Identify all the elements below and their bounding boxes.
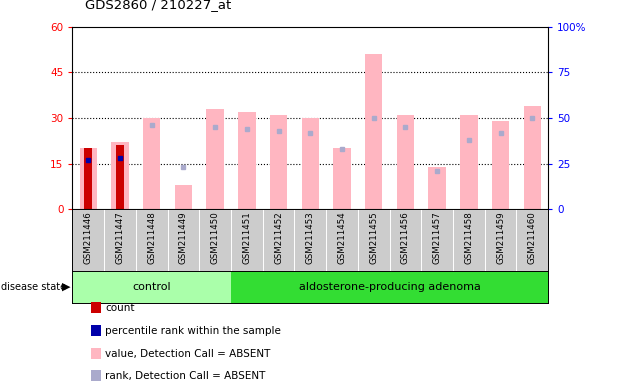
Bar [365, 54, 382, 209]
Text: disease state: disease state [1, 282, 66, 292]
Bar [231, 271, 548, 303]
Text: value, Detection Call = ABSENT: value, Detection Call = ABSENT [105, 349, 271, 359]
Bar [333, 149, 351, 209]
Bar [207, 109, 224, 209]
Text: rank, Detection Call = ABSENT: rank, Detection Call = ABSENT [105, 371, 266, 381]
Bar [270, 115, 287, 209]
Text: GSM211447: GSM211447 [115, 212, 125, 265]
Bar [492, 121, 509, 209]
Text: GSM211459: GSM211459 [496, 212, 505, 264]
Bar [238, 112, 256, 209]
Text: GDS2860 / 210227_at: GDS2860 / 210227_at [85, 0, 231, 12]
Text: GSM211454: GSM211454 [338, 212, 346, 265]
Text: GSM211456: GSM211456 [401, 212, 410, 265]
Text: GSM211452: GSM211452 [274, 212, 283, 265]
Text: GSM211450: GSM211450 [210, 212, 220, 265]
Bar [302, 118, 319, 209]
Bar [79, 149, 97, 209]
Bar [116, 146, 124, 209]
Bar [460, 115, 478, 209]
Text: percentile rank within the sample: percentile rank within the sample [105, 326, 281, 336]
Bar [143, 118, 161, 209]
Text: aldosterone-producing adenoma: aldosterone-producing adenoma [299, 282, 481, 292]
Text: GSM211458: GSM211458 [464, 212, 473, 265]
Text: GSM211457: GSM211457 [433, 212, 442, 265]
Text: GSM211448: GSM211448 [147, 212, 156, 265]
Bar [84, 149, 92, 209]
Bar [112, 142, 129, 209]
Bar [397, 115, 414, 209]
Text: GSM211446: GSM211446 [84, 212, 93, 265]
Text: count: count [105, 303, 135, 313]
Bar [524, 106, 541, 209]
Text: control: control [132, 282, 171, 292]
Bar [72, 271, 231, 303]
Bar [175, 185, 192, 209]
Text: ▶: ▶ [62, 282, 71, 292]
Text: GSM211453: GSM211453 [306, 212, 315, 265]
Text: GSM211449: GSM211449 [179, 212, 188, 264]
Text: GSM211451: GSM211451 [243, 212, 251, 265]
Text: GSM211455: GSM211455 [369, 212, 378, 265]
Text: GSM211460: GSM211460 [528, 212, 537, 265]
Bar [428, 167, 446, 209]
